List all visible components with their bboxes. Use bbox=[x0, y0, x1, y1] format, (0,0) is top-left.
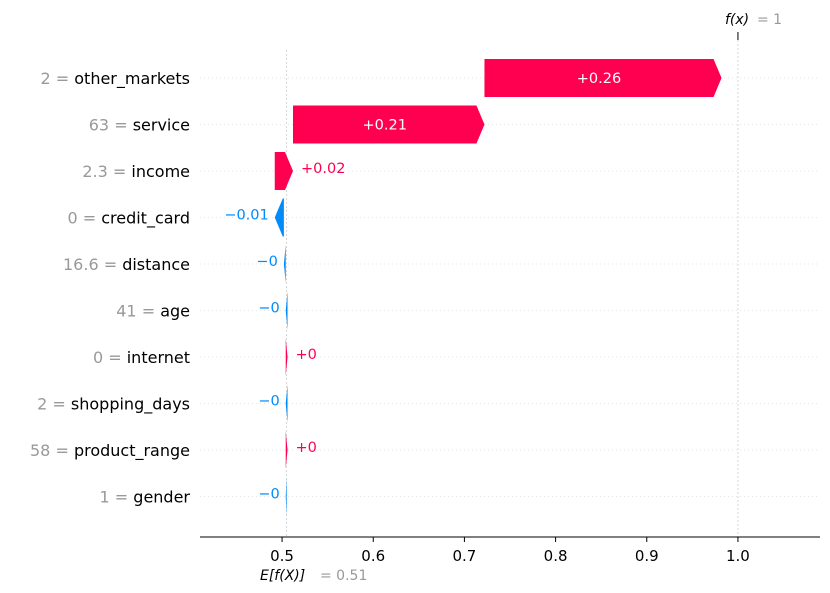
contribution-bar-credit_card bbox=[274, 198, 284, 237]
feature-label-product_range: 58 = product_range bbox=[30, 441, 190, 461]
contribution-bar-internet bbox=[285, 338, 288, 376]
feature-name: other_markets bbox=[74, 69, 190, 89]
contribution-label-service: +0.21 bbox=[363, 118, 407, 134]
contribution-label-shopping_days: −0 bbox=[258, 394, 279, 410]
feature-name: shopping_days bbox=[71, 394, 190, 414]
feature-labels: 2 = other_markets 63 = service 2.3 = incom… bbox=[30, 69, 190, 507]
contribution-label-gender: −0 bbox=[258, 487, 279, 503]
feature-value: 16.6 = bbox=[63, 255, 122, 274]
feature-value: 0 = bbox=[93, 348, 127, 367]
contribution-label-internet: +0 bbox=[296, 347, 317, 363]
feature-label-internet: 0 = internet bbox=[93, 348, 190, 367]
feature-name: age bbox=[160, 301, 190, 320]
x-tick-label: 1.0 bbox=[726, 547, 750, 565]
contribution-label-credit_card: −0.01 bbox=[224, 208, 268, 224]
feature-value: 0 = bbox=[67, 208, 101, 227]
contribution-label-distance: −0 bbox=[257, 254, 278, 270]
x-tick-label: 0.7 bbox=[452, 547, 476, 565]
contribution-label-other_markets: +0.26 bbox=[577, 71, 621, 87]
contribution-label-income: +0.02 bbox=[301, 161, 345, 177]
feature-name: distance bbox=[122, 255, 190, 274]
feature-label-distance: 16.6 = distance bbox=[63, 255, 190, 274]
feature-value: 2.3 = bbox=[82, 162, 131, 181]
feature-value: 63 = bbox=[89, 115, 133, 134]
contribution-label-age: −0 bbox=[258, 301, 279, 317]
contribution-label-product_range: +0 bbox=[296, 440, 317, 456]
fx-label: f(x) bbox=[725, 12, 749, 28]
contribution-bar-shopping_days bbox=[285, 384, 288, 423]
contribution-bar-service bbox=[293, 105, 485, 144]
feature-name: gender bbox=[133, 487, 190, 506]
contribution-bar-distance bbox=[283, 245, 286, 283]
x-tick-label: 0.6 bbox=[361, 547, 385, 565]
feature-value: 2 = bbox=[40, 69, 74, 88]
feature-name: credit_card bbox=[101, 208, 190, 228]
feature-name: product_range bbox=[74, 441, 190, 461]
feature-label-other_markets: 2 = other_markets bbox=[40, 69, 190, 89]
contribution-bar-product_range bbox=[285, 431, 288, 469]
fx-value-label: = 1 bbox=[757, 12, 782, 28]
feature-label-credit_card: 0 = credit_card bbox=[67, 208, 190, 228]
expected-value-label: E[f(X)] bbox=[260, 568, 305, 584]
contribution-bar-gender bbox=[285, 477, 287, 516]
feature-value: 41 = bbox=[116, 301, 160, 320]
feature-name: internet bbox=[127, 348, 190, 367]
contribution-bar-other_markets bbox=[484, 59, 722, 97]
feature-label-service: 63 = service bbox=[89, 115, 190, 134]
feature-name: income bbox=[131, 162, 190, 181]
contribution-bar-income bbox=[274, 152, 293, 190]
feature-label-age: 41 = age bbox=[116, 301, 190, 320]
feature-value: 2 = bbox=[37, 394, 71, 413]
x-tick-label: 0.9 bbox=[635, 547, 659, 565]
feature-label-gender: 1 = gender bbox=[100, 487, 191, 506]
x-axis: 0.5 0.6 0.7 0.8 0.9 1.0 bbox=[200, 32, 820, 565]
expected-value-number: = 0.51 bbox=[320, 568, 367, 584]
feature-label-income: 2.3 = income bbox=[82, 162, 190, 181]
contribution-bars: +0.26 +0.21 +0.02 −0.01 −0 −0 +0 −0 +0 −0 bbox=[224, 59, 722, 516]
feature-name: service bbox=[133, 115, 190, 134]
feature-label-shopping_days: 2 = shopping_days bbox=[37, 394, 190, 414]
contribution-bar-age bbox=[285, 291, 288, 330]
feature-value: 58 = bbox=[30, 441, 74, 460]
x-tick-label: 0.5 bbox=[270, 547, 294, 565]
feature-value: 1 = bbox=[100, 487, 134, 506]
x-tick-label: 0.8 bbox=[544, 547, 568, 565]
